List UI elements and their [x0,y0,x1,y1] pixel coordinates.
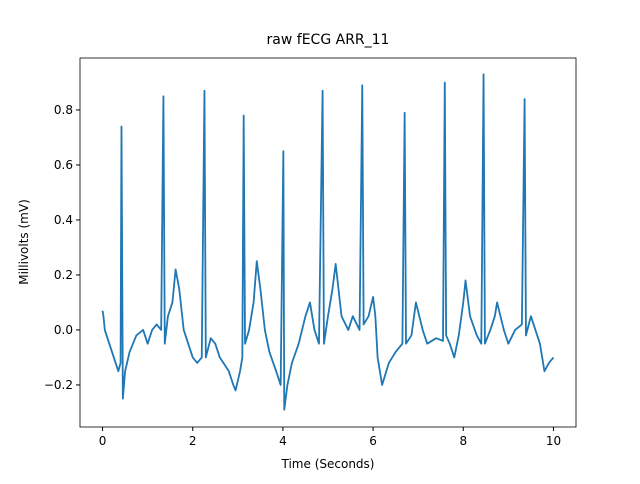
y-axis-label: Millivolts (mV) [17,199,31,285]
y-tick-label: 0.6 [54,158,73,172]
y-tick-label: 0.8 [54,103,73,117]
x-tick-label: 2 [189,434,197,448]
signal-line [101,73,555,411]
y-tick-label: 0.2 [54,268,73,282]
plot-frame [79,57,577,428]
x-tick-label: 10 [546,434,561,448]
y-tick-label: 0.4 [54,213,73,227]
x-tick-label: 8 [459,434,467,448]
y-tick-label: 0.0 [54,323,73,337]
x-axis-label: Time (Seconds) [281,457,375,471]
x-tick-label: 6 [369,434,377,448]
x-tick-label: 4 [279,434,287,448]
x-tick-label: 0 [99,434,107,448]
chart-title: raw fECG ARR_11 [267,32,390,48]
y-tick-label: −0.2 [44,378,73,392]
